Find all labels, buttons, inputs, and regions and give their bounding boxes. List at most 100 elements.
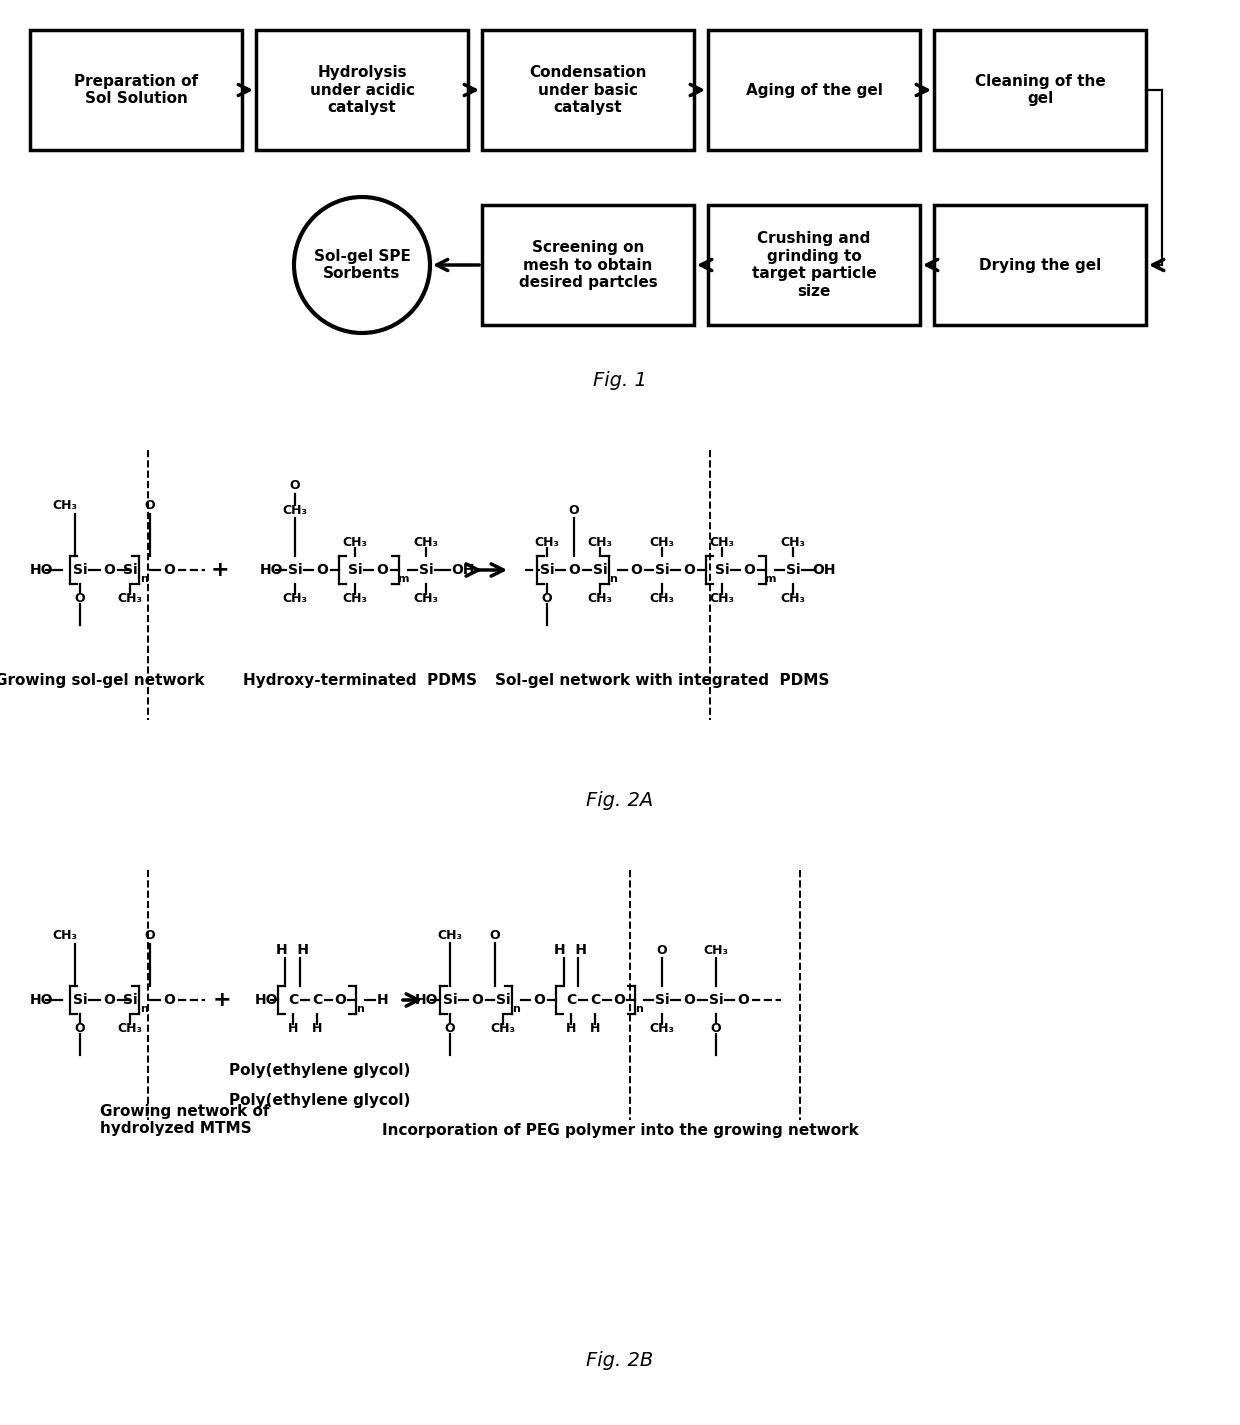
Bar: [30, 30, 242, 150]
Text: CH₃: CH₃: [588, 536, 613, 549]
Text: Hydroxy-terminated  PDMS: Hydroxy-terminated PDMS: [243, 673, 477, 687]
Text: CH₃: CH₃: [703, 943, 729, 956]
Text: H: H: [565, 1022, 577, 1035]
Text: O: O: [613, 993, 625, 1007]
Text: Si: Si: [786, 563, 800, 577]
Text: O: O: [74, 1022, 86, 1035]
Text: H: H: [288, 1022, 298, 1035]
Text: O: O: [630, 563, 642, 577]
Text: O: O: [737, 993, 749, 1007]
Text: Growing network of
hydrolyzed MTMS: Growing network of hydrolyzed MTMS: [100, 1104, 269, 1136]
Text: Drying the gel: Drying the gel: [978, 258, 1101, 272]
Text: O: O: [490, 929, 500, 942]
Text: CH₃: CH₃: [52, 499, 77, 512]
Text: CH₃: CH₃: [780, 591, 806, 604]
Text: Si: Si: [73, 993, 87, 1007]
Text: O: O: [290, 479, 300, 492]
Text: O: O: [145, 499, 155, 512]
Circle shape: [294, 197, 430, 333]
Text: CH₃: CH₃: [342, 536, 367, 549]
Text: Growing sol-gel network: Growing sol-gel network: [0, 673, 205, 687]
Text: Si: Si: [655, 563, 670, 577]
Text: Si: Si: [347, 563, 362, 577]
Text: H  H: H H: [554, 943, 588, 958]
Text: O: O: [542, 591, 552, 604]
Text: CH₃: CH₃: [52, 929, 77, 942]
Text: O: O: [471, 993, 482, 1007]
Text: CH₃: CH₃: [283, 503, 308, 516]
Text: Si: Si: [443, 993, 458, 1007]
Text: O: O: [145, 929, 155, 942]
Text: n: n: [140, 1005, 148, 1015]
Text: CH₃: CH₃: [283, 591, 308, 604]
Text: O: O: [74, 591, 86, 604]
Text: O: O: [164, 563, 175, 577]
Text: O: O: [657, 943, 667, 956]
Text: +: +: [213, 990, 232, 1010]
Text: HO: HO: [415, 993, 439, 1007]
Text: CH₃: CH₃: [780, 536, 806, 549]
Text: Condensation
under basic
catalyst: Condensation under basic catalyst: [529, 66, 647, 115]
Text: n: n: [356, 1005, 363, 1015]
Text: C: C: [312, 993, 322, 1007]
Text: O: O: [445, 1022, 455, 1035]
Text: O: O: [683, 993, 694, 1007]
Text: Si: Si: [496, 993, 511, 1007]
Text: n: n: [635, 1005, 642, 1015]
Text: O: O: [334, 993, 346, 1007]
Text: Si: Si: [709, 993, 723, 1007]
Text: Fig. 2B: Fig. 2B: [587, 1351, 653, 1369]
Text: Fig. 1: Fig. 1: [593, 370, 647, 389]
Bar: [708, 205, 920, 325]
Text: HO: HO: [30, 563, 53, 577]
Text: OH: OH: [451, 563, 475, 577]
Text: CH₃: CH₃: [438, 929, 463, 942]
Text: O: O: [569, 503, 579, 516]
Text: Si: Si: [419, 563, 433, 577]
Text: Cleaning of the
gel: Cleaning of the gel: [975, 74, 1105, 107]
Text: Hydrolysis
under acidic
catalyst: Hydrolysis under acidic catalyst: [310, 66, 414, 115]
Text: CH₃: CH₃: [342, 591, 367, 604]
Text: O: O: [103, 563, 115, 577]
Text: +: +: [211, 560, 229, 580]
Text: Si: Si: [655, 993, 670, 1007]
Text: O: O: [316, 563, 327, 577]
Bar: [934, 205, 1146, 325]
Text: C: C: [590, 993, 600, 1007]
Text: C: C: [288, 993, 298, 1007]
Text: O: O: [711, 1022, 722, 1035]
Text: m: m: [764, 574, 776, 584]
Bar: [482, 30, 694, 150]
Text: Si: Si: [73, 563, 87, 577]
Text: Aging of the gel: Aging of the gel: [745, 83, 883, 97]
Text: CH₃: CH₃: [709, 536, 734, 549]
Text: H: H: [311, 1022, 322, 1035]
Text: CH₃: CH₃: [588, 591, 613, 604]
Text: CH₃: CH₃: [709, 591, 734, 604]
Text: Screening on
mesh to obtain
desired partcles: Screening on mesh to obtain desired part…: [518, 239, 657, 289]
Text: H: H: [590, 1022, 600, 1035]
Text: CH₃: CH₃: [118, 1022, 143, 1035]
Bar: [708, 30, 920, 150]
Text: CH₃: CH₃: [650, 536, 675, 549]
Text: H  H: H H: [275, 943, 309, 958]
Text: Si: Si: [593, 563, 608, 577]
Text: Preparation of
Sol Solution: Preparation of Sol Solution: [74, 74, 198, 107]
Text: H: H: [377, 993, 389, 1007]
Text: Si: Si: [714, 563, 729, 577]
Text: n: n: [609, 574, 618, 584]
Text: O: O: [164, 993, 175, 1007]
Text: CH₃: CH₃: [534, 536, 559, 549]
Text: n: n: [140, 574, 148, 584]
Text: Si: Si: [123, 563, 138, 577]
Text: Poly(ethylene glycol): Poly(ethylene glycol): [229, 1093, 410, 1107]
Text: C: C: [565, 993, 577, 1007]
Text: O: O: [103, 993, 115, 1007]
Text: Si: Si: [123, 993, 138, 1007]
Bar: [255, 30, 467, 150]
Text: CH₃: CH₃: [650, 1022, 675, 1035]
Text: HO: HO: [255, 993, 279, 1007]
Text: m: m: [397, 574, 409, 584]
Bar: [934, 30, 1146, 150]
Text: CH₃: CH₃: [650, 591, 675, 604]
